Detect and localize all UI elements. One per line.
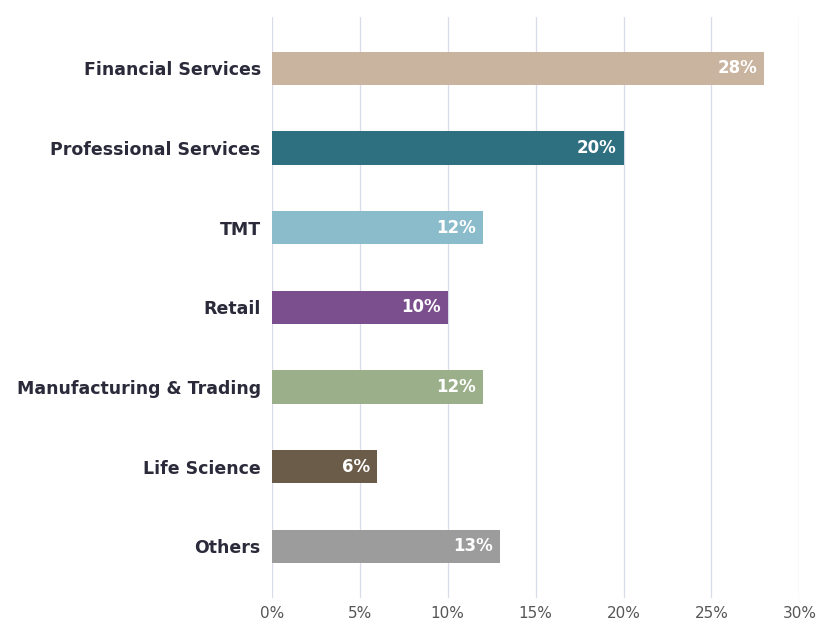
Bar [272, 530, 501, 563]
Text: 20%: 20% [576, 139, 616, 157]
Bar [272, 291, 447, 324]
Bar [272, 211, 483, 244]
Bar [272, 450, 377, 484]
Text: 12%: 12% [436, 378, 476, 396]
Bar [272, 52, 764, 85]
Text: 6%: 6% [342, 457, 371, 475]
Text: 28%: 28% [717, 59, 757, 77]
Bar [272, 370, 483, 404]
Text: 13%: 13% [454, 537, 493, 555]
Bar [272, 131, 624, 165]
Text: 10%: 10% [401, 299, 441, 316]
Text: 12%: 12% [436, 219, 476, 237]
